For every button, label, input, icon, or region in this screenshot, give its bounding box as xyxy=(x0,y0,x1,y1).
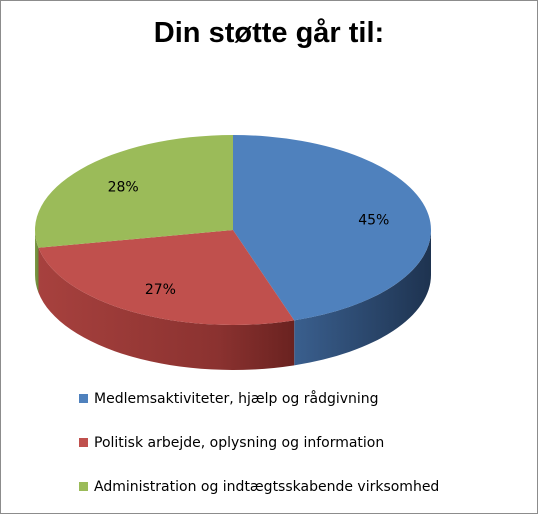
legend: Medlemsaktiviteter, hjælp og rådgivning … xyxy=(79,389,439,521)
legend-swatch-1 xyxy=(79,394,88,403)
pie-side-administration xyxy=(35,230,39,293)
pie-labels: 45% 27% 28% xyxy=(108,179,390,297)
legend-label-2: Politisk arbejde, oplysning og informati… xyxy=(94,434,385,451)
legend-label-3: Administration og indtægtsskabende virks… xyxy=(94,478,440,495)
pie-chart: 45% 27% 28% xyxy=(34,135,432,370)
data-label-politisk-arbejde: 27% xyxy=(145,282,176,298)
legend-item-3: Administration og indtægtsskabende virks… xyxy=(79,477,439,496)
pie-slice-medlemsaktiviteter xyxy=(233,135,432,321)
pie-slice-administration xyxy=(34,135,233,248)
pie-slice-politisk-arbejde xyxy=(38,230,295,326)
data-label-medlemsaktiviteter: 45% xyxy=(358,212,389,228)
pie-sides xyxy=(35,230,431,370)
legend-swatch-2 xyxy=(79,438,88,447)
legend-item-2: Politisk arbejde, oplysning og informati… xyxy=(79,433,439,452)
data-label-administration: 28% xyxy=(108,179,139,195)
pie-side-medlemsaktiviteter xyxy=(294,230,431,366)
pie-side-politisk-arbejde xyxy=(38,247,295,370)
legend-swatch-3 xyxy=(79,482,88,491)
legend-label-1: Medlemsaktiviteter, hjælp og rådgivning xyxy=(94,390,379,407)
chart-title: Din støtte går til: xyxy=(153,17,385,49)
legend-item-1: Medlemsaktiviteter, hjælp og rådgivning xyxy=(79,389,439,408)
pie-tops xyxy=(34,135,432,326)
